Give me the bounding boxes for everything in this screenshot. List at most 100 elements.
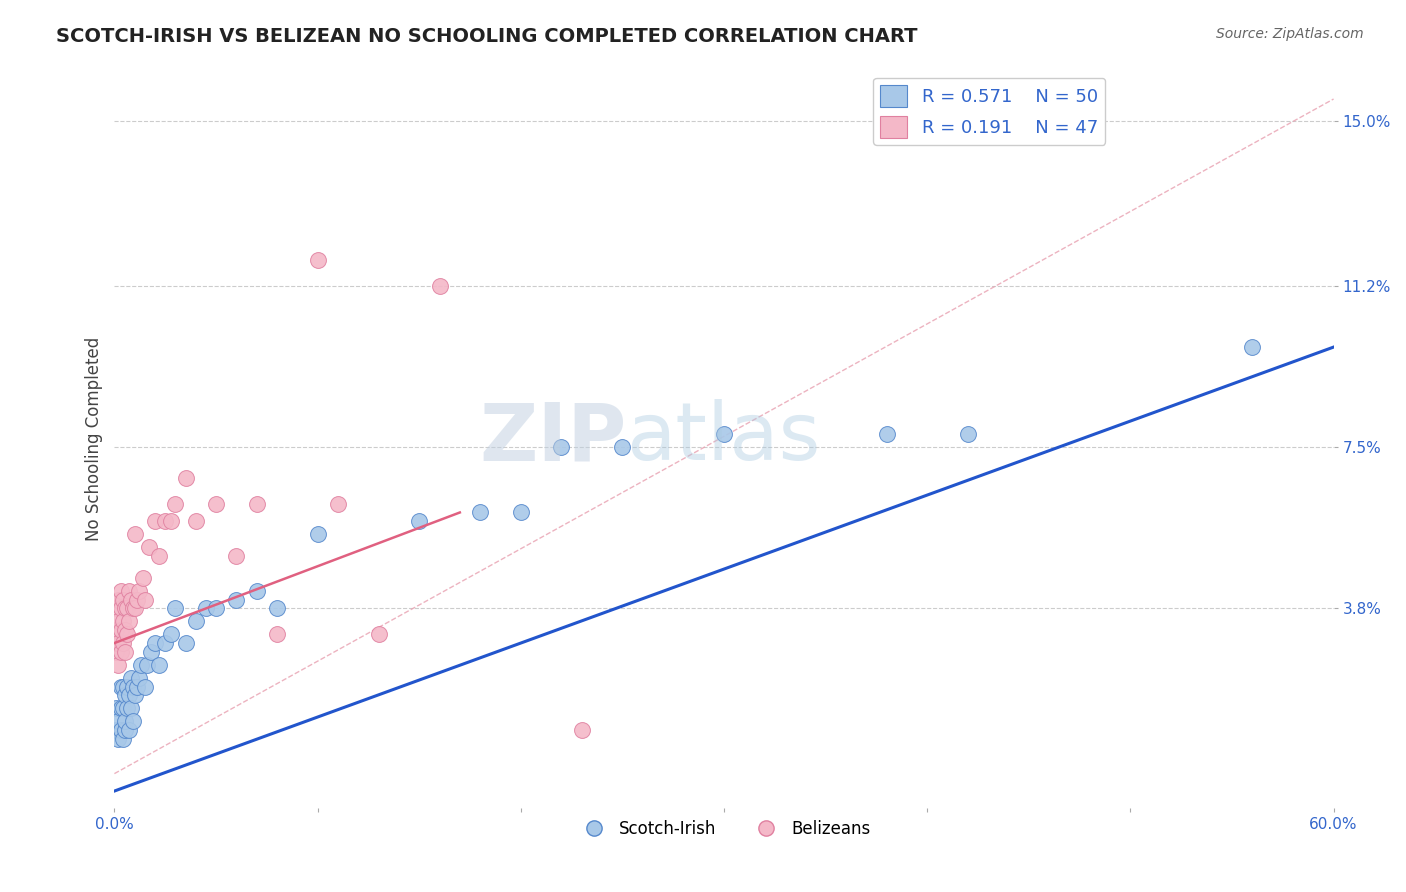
Point	[111, 701, 134, 715]
Point	[114, 714, 136, 729]
Point	[120, 701, 142, 715]
Point	[612, 440, 634, 454]
Point	[165, 601, 187, 615]
Point	[105, 701, 128, 715]
Point	[246, 497, 269, 511]
Point	[105, 601, 128, 615]
Point	[408, 514, 430, 528]
Point	[111, 615, 134, 629]
Point	[105, 723, 128, 737]
Point	[128, 583, 150, 598]
Point	[124, 527, 146, 541]
Point	[134, 592, 156, 607]
Point	[148, 549, 170, 563]
Point	[107, 657, 129, 672]
Point	[266, 627, 288, 641]
Point	[571, 723, 593, 737]
Point	[117, 583, 139, 598]
Point	[160, 514, 183, 528]
Point	[111, 592, 134, 607]
Point	[550, 440, 572, 454]
Point	[174, 470, 197, 484]
Point	[143, 636, 166, 650]
Point	[326, 497, 349, 511]
Point	[114, 623, 136, 637]
Point	[956, 427, 979, 442]
Text: atlas: atlas	[627, 400, 821, 477]
Text: Source: ZipAtlas.com: Source: ZipAtlas.com	[1216, 27, 1364, 41]
Point	[266, 601, 288, 615]
Point	[107, 615, 129, 629]
Point	[713, 427, 735, 442]
Point	[105, 636, 128, 650]
Point	[120, 671, 142, 685]
Point	[160, 627, 183, 641]
Point	[110, 623, 132, 637]
Point	[117, 723, 139, 737]
Legend: Scotch-Irish, Belizeans: Scotch-Irish, Belizeans	[571, 814, 877, 845]
Point	[105, 623, 128, 637]
Point	[114, 723, 136, 737]
Point	[115, 680, 138, 694]
Point	[115, 627, 138, 641]
Point	[124, 688, 146, 702]
Point	[470, 506, 492, 520]
Point	[114, 688, 136, 702]
Point	[110, 583, 132, 598]
Point	[111, 636, 134, 650]
Point	[110, 723, 132, 737]
Point	[155, 514, 177, 528]
Point	[132, 571, 155, 585]
Point	[107, 714, 129, 729]
Point	[876, 427, 898, 442]
Point	[117, 615, 139, 629]
Point	[174, 636, 197, 650]
Point	[121, 680, 143, 694]
Point	[124, 601, 146, 615]
Point	[125, 592, 148, 607]
Point	[107, 636, 129, 650]
Point	[165, 497, 187, 511]
Point	[184, 514, 207, 528]
Point	[143, 514, 166, 528]
Point	[110, 601, 132, 615]
Point	[117, 688, 139, 702]
Point	[115, 601, 138, 615]
Point	[135, 657, 157, 672]
Point	[115, 701, 138, 715]
Y-axis label: No Schooling Completed: No Schooling Completed	[86, 336, 103, 541]
Point	[205, 601, 228, 615]
Point	[125, 680, 148, 694]
Point	[121, 714, 143, 729]
Point	[128, 671, 150, 685]
Point	[114, 601, 136, 615]
Point	[111, 680, 134, 694]
Point	[155, 636, 177, 650]
Point	[225, 549, 247, 563]
Point	[120, 592, 142, 607]
Point	[225, 592, 247, 607]
Text: ZIP: ZIP	[479, 400, 627, 477]
Point	[110, 680, 132, 694]
Point	[194, 601, 217, 615]
Point	[205, 497, 228, 511]
Point	[138, 541, 160, 555]
Point	[129, 657, 152, 672]
Point	[429, 279, 451, 293]
Point	[110, 701, 132, 715]
Point	[509, 506, 531, 520]
Point	[307, 527, 329, 541]
Point	[1241, 340, 1264, 354]
Point	[134, 680, 156, 694]
Point	[184, 615, 207, 629]
Point	[367, 627, 389, 641]
Text: SCOTCH-IRISH VS BELIZEAN NO SCHOOLING COMPLETED CORRELATION CHART: SCOTCH-IRISH VS BELIZEAN NO SCHOOLING CO…	[56, 27, 918, 45]
Point	[105, 645, 128, 659]
Point	[307, 253, 329, 268]
Point	[107, 731, 129, 746]
Point	[114, 645, 136, 659]
Point	[111, 731, 134, 746]
Point	[107, 592, 129, 607]
Point	[148, 657, 170, 672]
Point	[246, 583, 269, 598]
